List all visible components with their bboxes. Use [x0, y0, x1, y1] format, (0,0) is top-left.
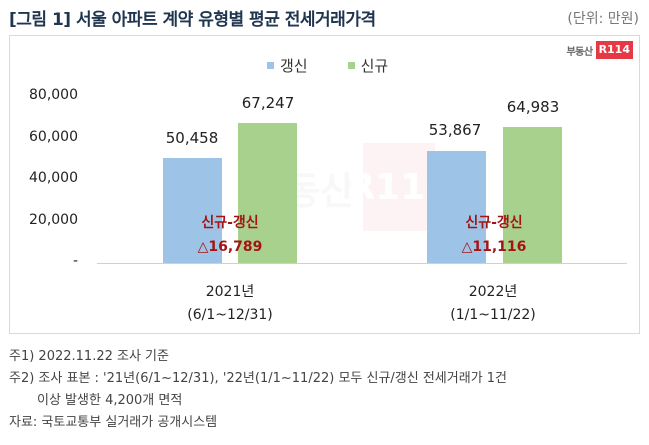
- bar-2022-new: [503, 127, 562, 263]
- diff-value-2021: △16,789: [197, 239, 263, 255]
- bar-2021-new: [238, 123, 297, 263]
- ytick-40000: 40,000: [29, 170, 78, 186]
- legend-swatch-new-icon: [347, 62, 355, 69]
- unit-label: (단위: 만원): [567, 11, 639, 27]
- logo-badge: R114: [595, 41, 633, 59]
- legend-swatch-renewal-icon: [267, 62, 274, 69]
- footnotes: 주1) 2022.11.22 조사 기준 주2) 조사 표본 : '21년(6/…: [9, 346, 507, 434]
- note-1: 주1) 2022.11.22 조사 기준: [9, 349, 169, 364]
- bar-label-2022-renewal: 53,867: [428, 121, 482, 139]
- note-2-continued: 이상 발생한 4,200개 면적: [37, 393, 183, 408]
- bar-2021-renewal: [163, 158, 222, 263]
- legend: 갱신 신규: [267, 55, 388, 76]
- source-note: 자료: 국토교통부 실거래가 공개시스템: [9, 415, 218, 430]
- x-axis-line: [97, 263, 627, 264]
- xlabel-2022-year: 2022년: [468, 284, 518, 300]
- xlabel-2021-period: (6/1~12/31): [187, 307, 273, 323]
- legend-label-new: 신규: [360, 57, 389, 75]
- logo: 부동산 R114: [566, 41, 633, 59]
- chart-title: [그림 1] 서울 아파트 계약 유형별 평균 전세거래가격: [9, 10, 376, 30]
- ytick-60000: 60,000: [29, 129, 78, 145]
- logo-text: 부동산: [566, 46, 593, 58]
- bar-2022-renewal: [427, 151, 486, 263]
- ytick-20000: 20,000: [29, 212, 78, 228]
- bar-label-2021-new: 67,247: [241, 94, 295, 112]
- ytick-80000: 80,000: [29, 87, 78, 103]
- diff-value-2022: △11,116: [461, 239, 527, 255]
- ytick-0: -: [72, 253, 78, 269]
- xlabel-2021-year: 2021년: [205, 284, 255, 300]
- note-2: 주2) 조사 표본 : '21년(6/1~12/31), '22년(1/1~11…: [9, 371, 508, 386]
- diff-title-2022: 신규-갱신: [465, 215, 523, 231]
- legend-item-new: 신규: [347, 55, 389, 76]
- diff-title-2021: 신규-갱신: [201, 215, 259, 231]
- xlabel-2022-period: (1/1~11/22): [450, 307, 536, 323]
- bar-label-2022-new: 64,983: [506, 98, 560, 116]
- bar-label-2021-renewal: 50,458: [165, 129, 219, 147]
- legend-item-renewal: 갱신: [267, 55, 308, 76]
- legend-label-renewal: 갱신: [280, 57, 308, 75]
